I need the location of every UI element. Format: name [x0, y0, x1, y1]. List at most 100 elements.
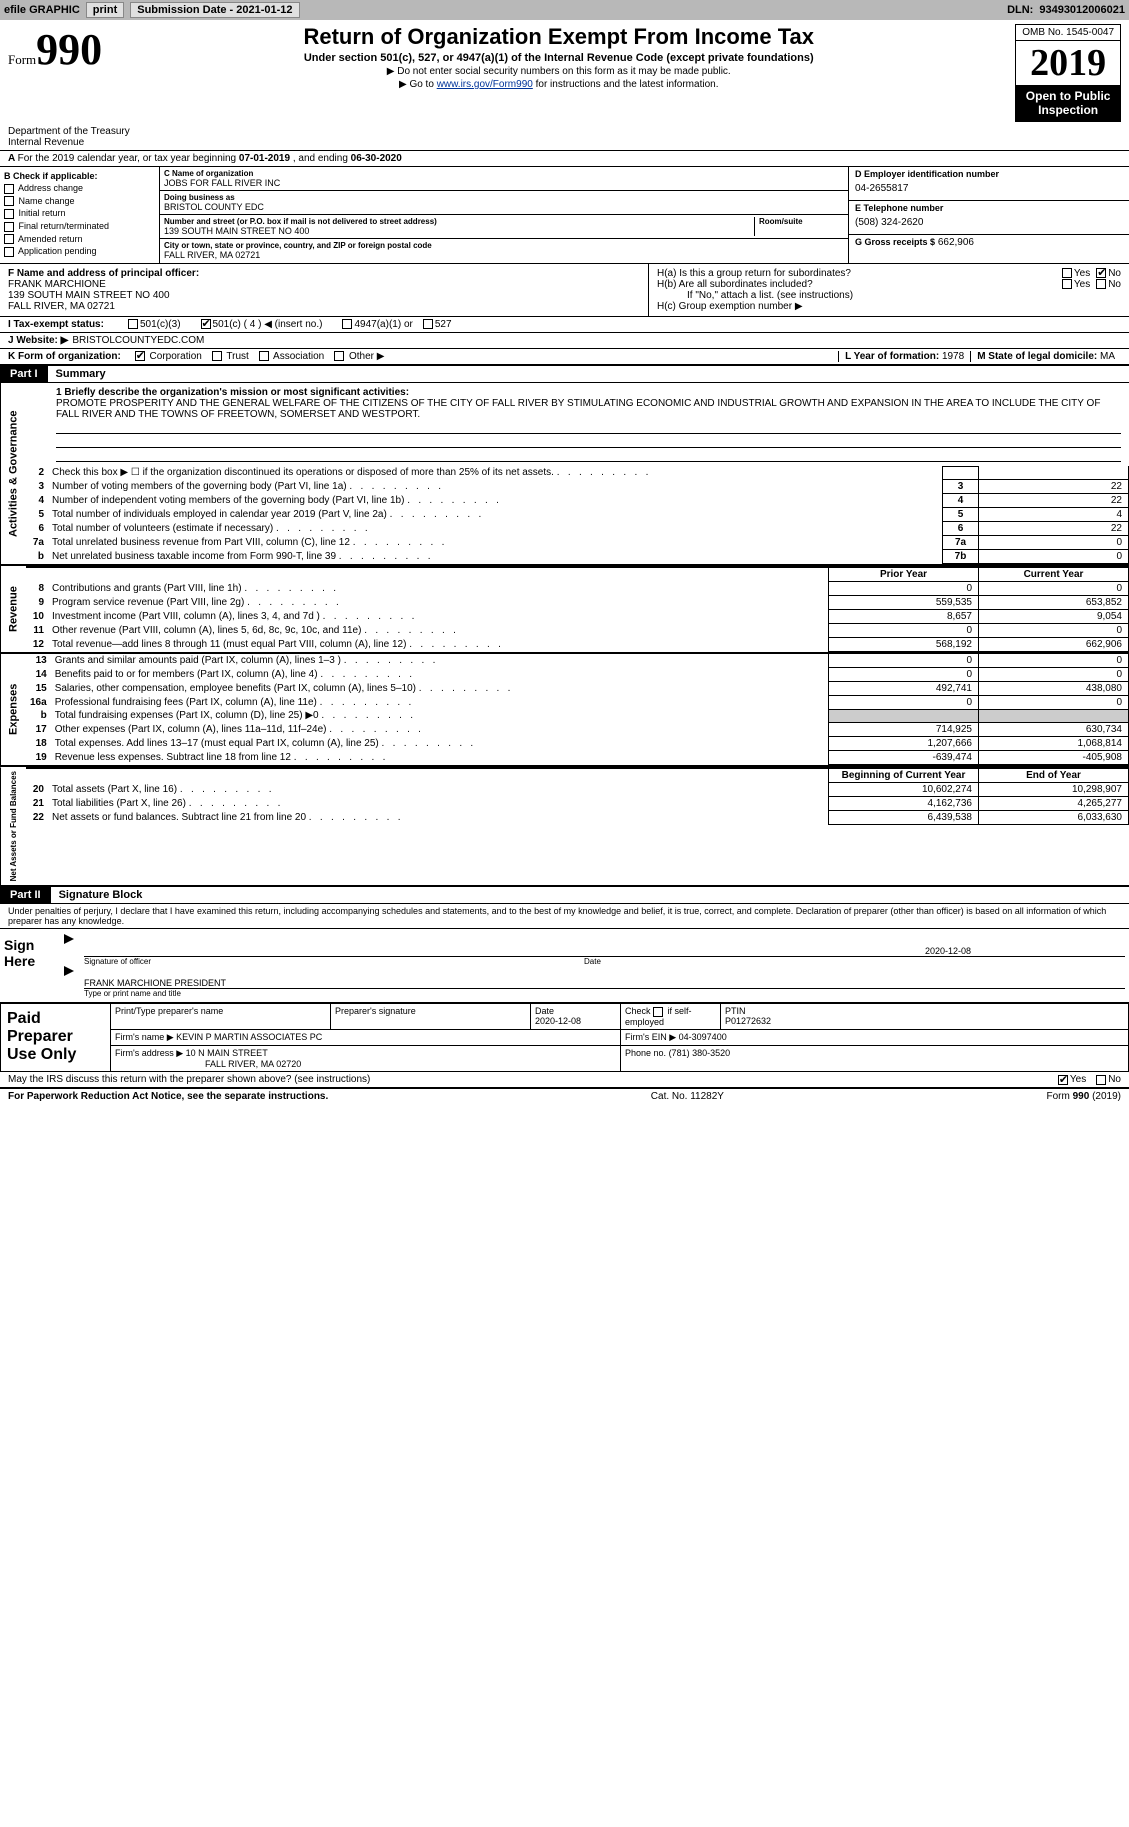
- part2-header: Part II Signature Block: [0, 886, 1129, 904]
- ein-cell: D Employer identification number 04-2655…: [849, 167, 1129, 201]
- prep-date: 2020-12-08: [535, 1016, 581, 1026]
- tax-year: 2019: [1016, 41, 1120, 85]
- topbar: efile GRAPHIC print Submission Date - 20…: [0, 0, 1129, 20]
- org-type-checkbox[interactable]: [135, 351, 145, 361]
- 4947-checkbox[interactable]: [342, 319, 352, 329]
- dln-value: 93493012006021: [1039, 4, 1125, 16]
- org-name-label: C Name of organization: [164, 169, 844, 178]
- boxb-checkbox[interactable]: [4, 209, 14, 219]
- 501c-checkbox[interactable]: [201, 319, 211, 329]
- box-c: C Name of organization JOBS FOR FALL RIV…: [160, 167, 849, 263]
- irs-link[interactable]: www.irs.gov/Form990: [437, 79, 533, 90]
- firm-addr1: 10 N MAIN STREET: [186, 1048, 268, 1058]
- box-b-header: B Check if applicable:: [4, 171, 155, 181]
- firm-phone: (781) 380-3520: [669, 1048, 731, 1058]
- no-label2: No: [1108, 279, 1121, 290]
- ha-yes-checkbox[interactable]: [1062, 268, 1072, 278]
- phone-cell: E Telephone number (508) 324-2620: [849, 201, 1129, 235]
- governance-section: Activities & Governance 1 Briefly descri…: [0, 383, 1129, 564]
- hb-no-checkbox[interactable]: [1096, 279, 1106, 289]
- website-value: BRISTOLCOUNTYEDC.COM: [72, 335, 204, 346]
- opt-501c3: 501(c)(3): [140, 319, 181, 330]
- otp-line2: Inspection: [1022, 103, 1114, 117]
- table-row: bNet unrelated business taxable income f…: [26, 549, 1129, 563]
- mission-block: 1 Briefly describe the organization's mi…: [26, 383, 1129, 466]
- addr-value: 139 SOUTH MAIN STREET NO 400: [164, 226, 754, 236]
- domicile-label: M State of legal domicile:: [977, 351, 1097, 362]
- ha-no-checkbox[interactable]: [1096, 268, 1106, 278]
- 501c3-checkbox[interactable]: [128, 319, 138, 329]
- part1-title: Summary: [48, 366, 114, 382]
- h-note: If "No," attach a list. (see instruction…: [657, 290, 1121, 301]
- boxb-checkbox[interactable]: [4, 196, 14, 206]
- org-type-checkbox[interactable]: [212, 351, 222, 361]
- table-row: 16aProfessional fundraising fees (Part I…: [26, 695, 1129, 709]
- balance-table: Beginning of Current YearEnd of Year20To…: [26, 767, 1129, 825]
- boxb-checkbox[interactable]: [4, 247, 14, 257]
- preparer-section: Paid Preparer Use Only Print/Type prepar…: [0, 1002, 1129, 1072]
- box-h: H(a) Is this a group return for subordin…: [649, 264, 1129, 316]
- dln-label: DLN:: [1007, 4, 1033, 16]
- part2-title: Signature Block: [51, 887, 151, 903]
- row-k-l-m: K Form of organization: Corporation Trus…: [0, 349, 1129, 365]
- discuss-yes-checkbox[interactable]: [1058, 1075, 1068, 1085]
- firm-phone-label: Phone no.: [625, 1048, 666, 1058]
- signature-declaration: Under penalties of perjury, I declare th…: [0, 904, 1129, 928]
- prep-name-header: Print/Type preparer's name: [111, 1004, 331, 1030]
- firm-ein-label: Firm's EIN ▶: [625, 1032, 676, 1042]
- officer-print-name: FRANK MARCHIONE PRESIDENT: [84, 978, 226, 988]
- balance-section: Net Assets or Fund Balances Beginning of…: [0, 765, 1129, 886]
- mission-label: 1 Briefly describe the organization's mi…: [56, 387, 1121, 398]
- yes-label2: Yes: [1074, 279, 1090, 290]
- sign-here-body: 2020-12-08 Signature of officerDate FRAN…: [60, 929, 1129, 1002]
- org-type-checkbox[interactable]: [259, 351, 269, 361]
- form-header: Form990 Return of Organization Exempt Fr…: [0, 20, 1129, 126]
- print-name-label: Type or print name and title: [84, 989, 1125, 998]
- submission-date: Submission Date - 2021-01-12: [130, 2, 299, 18]
- yes-label: Yes: [1074, 268, 1090, 279]
- title-block: Return of Organization Exempt From Incom…: [110, 24, 1007, 90]
- room-label: Room/suite: [759, 217, 844, 226]
- efile-label: efile GRAPHIC: [4, 4, 80, 16]
- ptin-value: P01272632: [725, 1016, 771, 1026]
- discuss-row: May the IRS discuss this return with the…: [0, 1072, 1129, 1088]
- vlabel-balance: Net Assets or Fund Balances: [0, 767, 26, 885]
- revenue-table: Prior YearCurrent Year8Contributions and…: [26, 566, 1129, 652]
- hb-yes-checkbox[interactable]: [1062, 279, 1072, 289]
- part1-tab: Part I: [0, 366, 48, 382]
- boxb-checkbox[interactable]: [4, 234, 14, 244]
- discuss-no-checkbox[interactable]: [1096, 1075, 1106, 1085]
- arrow-icon: [64, 934, 74, 944]
- expenses-section: Expenses 13Grants and similar amounts pa…: [0, 652, 1129, 765]
- period-label-b: , and ending: [293, 153, 351, 164]
- period-row: A For the 2019 calendar year, or tax yea…: [0, 150, 1129, 166]
- dba-label: Doing business as: [164, 193, 844, 202]
- boxb-checkbox[interactable]: [4, 184, 14, 194]
- 527-checkbox[interactable]: [423, 319, 433, 329]
- year-box: OMB No. 1545-0047 2019 Open to Public In…: [1015, 24, 1121, 122]
- mission-text: PROMOTE PROSPERITY AND THE GENERAL WELFA…: [56, 398, 1121, 420]
- table-row: 22Net assets or fund balances. Subtract …: [26, 810, 1129, 824]
- period-label-a: For the 2019 calendar year, or tax year …: [18, 153, 239, 164]
- year-formation: 1978: [942, 351, 964, 362]
- subtitle-2: Do not enter social security numbers on …: [110, 66, 1007, 77]
- firm-ein: 04-3097400: [679, 1032, 727, 1042]
- h-b-label: H(b) Are all subordinates included?: [657, 279, 1062, 290]
- table-row: 10Investment income (Part VIII, column (…: [26, 609, 1129, 623]
- print-button[interactable]: print: [86, 2, 124, 18]
- boxb-checkbox[interactable]: [4, 222, 14, 232]
- row-i: I Tax-exempt status: 501(c)(3) 501(c) ( …: [0, 317, 1129, 333]
- sub3-post: for instructions and the latest informat…: [533, 79, 719, 90]
- prep-date-label: Date: [535, 1006, 554, 1016]
- vlabel-expenses: Expenses: [0, 654, 26, 765]
- boxb-item: Application pending: [4, 246, 155, 257]
- address-cell: Number and street (or P.O. box if mail i…: [160, 215, 848, 239]
- table-row: 19Revenue less expenses. Subtract line 1…: [26, 750, 1129, 764]
- org-name: JOBS FOR FALL RIVER INC: [164, 178, 844, 188]
- org-type-checkbox[interactable]: [334, 351, 344, 361]
- boxb-item: Initial return: [4, 208, 155, 219]
- self-employed-checkbox[interactable]: [653, 1007, 663, 1017]
- opt-4947: 4947(a)(1) or: [354, 319, 412, 330]
- sig-officer-label: Signature of officer: [84, 957, 584, 966]
- table-row: 5Total number of individuals employed in…: [26, 507, 1129, 521]
